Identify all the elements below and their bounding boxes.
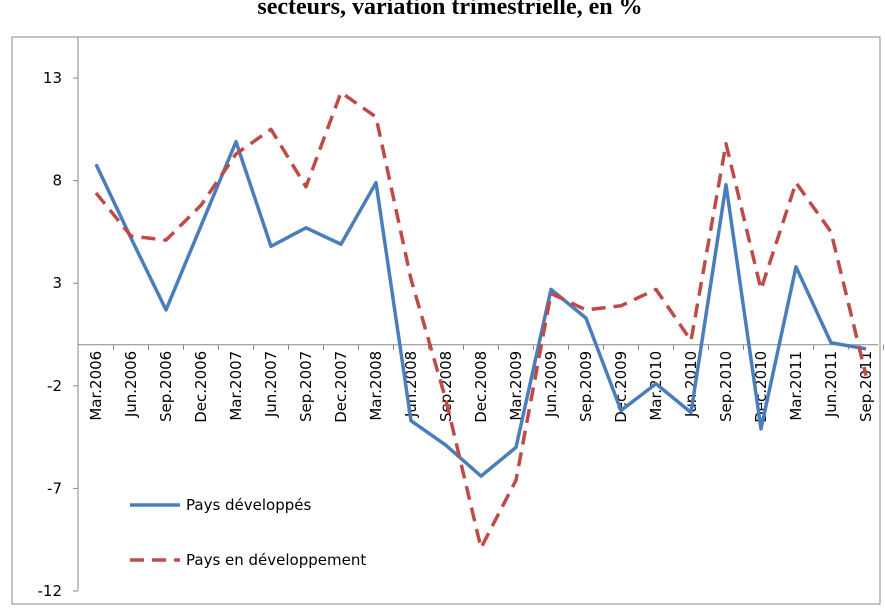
x-tick-label: Sep.2006 bbox=[157, 351, 175, 422]
x-tick-label: Jun.2010 bbox=[682, 351, 700, 418]
x-tick-label: Sep.2010 bbox=[717, 351, 735, 422]
x-tick-label: Sep.2007 bbox=[297, 351, 315, 422]
legend-label: Pays développés bbox=[186, 496, 311, 514]
x-tick-label: Dec.2007 bbox=[332, 351, 350, 423]
x-tick-label: Mar.2006 bbox=[87, 351, 105, 421]
chart-title: secteurs, variation trimestrielle, en % bbox=[257, 0, 642, 20]
x-tick-label: Mar.2007 bbox=[227, 351, 245, 421]
legend-label: Pays en développement bbox=[186, 551, 366, 569]
y-tick-label: -7 bbox=[47, 479, 62, 497]
x-tick-label: Jun.2006 bbox=[122, 351, 140, 418]
y-tick-label: 3 bbox=[52, 274, 62, 292]
y-tick-label: -2 bbox=[47, 377, 62, 395]
chart-border bbox=[11, 36, 881, 605]
x-tick-label: Jun.2009 bbox=[542, 351, 560, 418]
y-tick-label: 13 bbox=[43, 69, 62, 87]
x-tick-label: Sep.2008 bbox=[437, 351, 455, 422]
x-tick-label: Dec.2008 bbox=[472, 351, 490, 423]
y-tick-label: -12 bbox=[38, 582, 63, 600]
y-tick-label: 8 bbox=[52, 172, 62, 190]
x-tick-label: Jun.2007 bbox=[262, 351, 280, 418]
x-tick-label: Dec.2009 bbox=[612, 351, 630, 423]
x-tick-label: Dec.2006 bbox=[192, 351, 210, 423]
series-line bbox=[94, 90, 868, 550]
x-tick-label: Jun.2011 bbox=[822, 351, 840, 418]
x-tick-label: Mar.2009 bbox=[507, 351, 525, 421]
x-tick-label: Mar.2011 bbox=[787, 351, 805, 421]
x-tick-label: Mar.2008 bbox=[367, 351, 385, 421]
x-tick-label: Sep.2009 bbox=[577, 351, 595, 422]
x-tick-label: Sep.2011 bbox=[857, 351, 875, 422]
